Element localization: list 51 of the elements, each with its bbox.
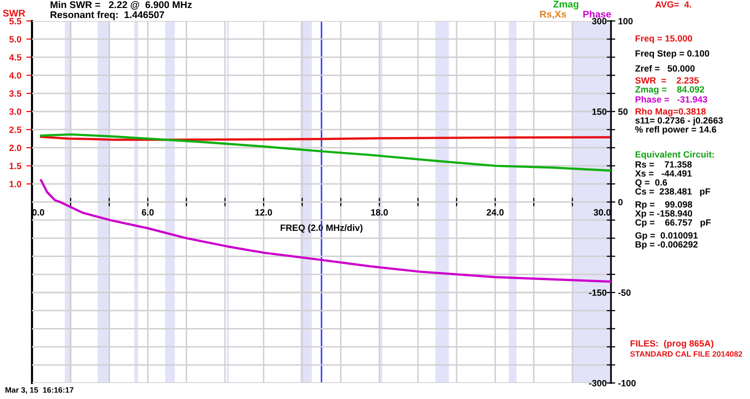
y-tick-label: 4.0 — [9, 72, 22, 79]
text: Zref = 50.000 — [635, 65, 695, 72]
x-tick-label: 18.0 — [371, 209, 388, 216]
text: Gp = 0.010091 — [635, 232, 698, 240]
y-tick-label: 2.0 — [9, 144, 22, 152]
text: Freq = 15.000 — [636, 35, 692, 44]
y2-tick-label: 150 — [592, 108, 606, 115]
chart-subtitle: Resonant freq: 1.446507 — [50, 11, 164, 20]
line-series — [40, 133, 611, 172]
y-tick-label: 2.5 — [9, 126, 22, 133]
y-tick-label: 3.0 — [9, 108, 22, 115]
text: Cp = 66.757 pF — [635, 219, 711, 228]
text: AVG= 4. — [655, 1, 692, 8]
text: Bp = -0.006292 — [636, 241, 698, 250]
chart-title: Min SWR = 2.22 @ 6.900 MHz — [50, 1, 192, 10]
text: Rp = 99.098 — [636, 201, 692, 210]
text: SWR = 2.235 — [635, 77, 699, 84]
y2-tick-label: 300 — [592, 18, 606, 24]
y2-axis-title: Rs,Xs — [540, 10, 566, 20]
y3-tick-label: -50 — [618, 289, 631, 296]
y3-tick-label: 0 — [618, 198, 623, 206]
y2-tick-label: -150 — [589, 289, 606, 296]
text: Phase — [583, 10, 611, 18]
x-tick-label: 24.0 — [486, 209, 504, 216]
text: Zmag = 84.092 — [635, 86, 704, 94]
text: Rho Mag=0.3818 — [636, 108, 706, 116]
y-tick-label: 5.0 — [9, 36, 22, 42]
text: FILES: (prog 865A) — [630, 340, 714, 348]
y3-tick-label: 50 — [618, 108, 628, 115]
text: Xs = -44.491 — [635, 170, 692, 177]
x-tick-label: 12.0 — [255, 209, 272, 216]
y-tick-label: 5.5 — [9, 18, 22, 24]
text: s11= 0.2736 - j0.2663 — [635, 117, 723, 126]
text: Equivalent Circuit: — [636, 151, 714, 160]
y3-tick-label: 100 — [618, 18, 633, 24]
y3-tick-label: -100 — [618, 380, 636, 386]
text: Xp = -158.940 — [635, 210, 692, 218]
y-tick-label: 1.0 — [10, 180, 22, 188]
text: Freq Step = 0.100 — [636, 50, 710, 58]
y-tick-label: 3.5 — [9, 90, 22, 97]
text: Cs = 238.481 pF — [635, 188, 710, 196]
text: Q = 0.6 — [635, 179, 668, 188]
y-axis-title: SWR — [2, 10, 26, 17]
y2-tick-label: -300 — [589, 380, 606, 386]
text: Rs = 71.358 — [636, 161, 692, 168]
x-tick-label: 6.0 — [142, 209, 154, 216]
text: % refl power = 14.6 — [635, 126, 716, 134]
y-tick-label: 1.5 — [10, 162, 22, 170]
y-tick-label: 4.5 — [9, 54, 22, 61]
text: Phase = -31.943 — [636, 96, 708, 103]
text: Zmag — [553, 0, 578, 10]
